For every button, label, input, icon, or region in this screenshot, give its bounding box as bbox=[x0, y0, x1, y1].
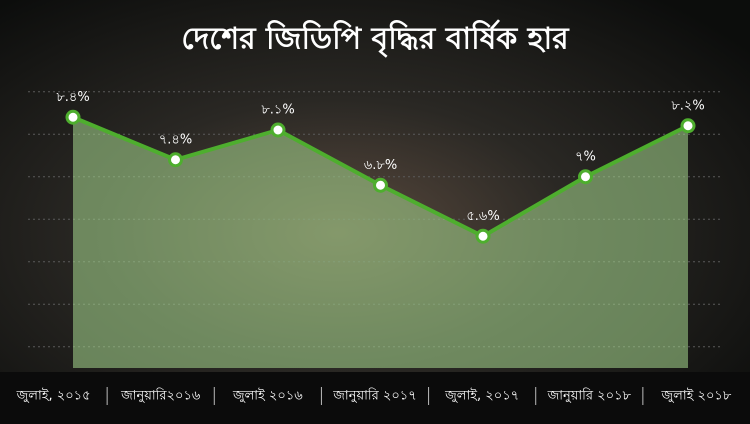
x-tick-label: জুলাই, ২০১৫ bbox=[16, 388, 91, 404]
data-point bbox=[168, 152, 183, 168]
area-fill bbox=[73, 117, 688, 368]
value-label: ৮.১% bbox=[261, 103, 294, 118]
footer-band bbox=[0, 372, 750, 424]
x-tick-label: জানুয়ারি ২০১৭ bbox=[332, 388, 416, 404]
x-tick-label: জুলাই, ২০১৭ bbox=[444, 388, 519, 404]
value-label: ৫.৬% bbox=[466, 209, 499, 224]
data-point bbox=[373, 177, 388, 193]
data-point bbox=[680, 118, 696, 134]
value-label: ৭% bbox=[575, 149, 596, 164]
value-label: ৬.৮% bbox=[364, 158, 397, 173]
x-tick-label: জুলাই ২০১৬ bbox=[232, 388, 303, 404]
data-point bbox=[578, 169, 593, 185]
data-point bbox=[65, 109, 81, 125]
chart-title: দেশের জিডিপি বৃদ্ধির বার্ষিক হার bbox=[181, 20, 570, 59]
data-point bbox=[270, 122, 286, 138]
data-point bbox=[475, 228, 491, 244]
value-label: ৮.২% bbox=[671, 98, 704, 113]
value-label: ৮.৪% bbox=[56, 90, 89, 105]
x-tick-label: জানুয়ারি ২০১৮ bbox=[547, 388, 632, 404]
x-tick-label: জুলাই ২০১৮ bbox=[661, 388, 732, 404]
x-tick-label: জানুয়ারি২০১৬ bbox=[120, 388, 201, 404]
value-label: ৭.৪% bbox=[159, 132, 192, 147]
